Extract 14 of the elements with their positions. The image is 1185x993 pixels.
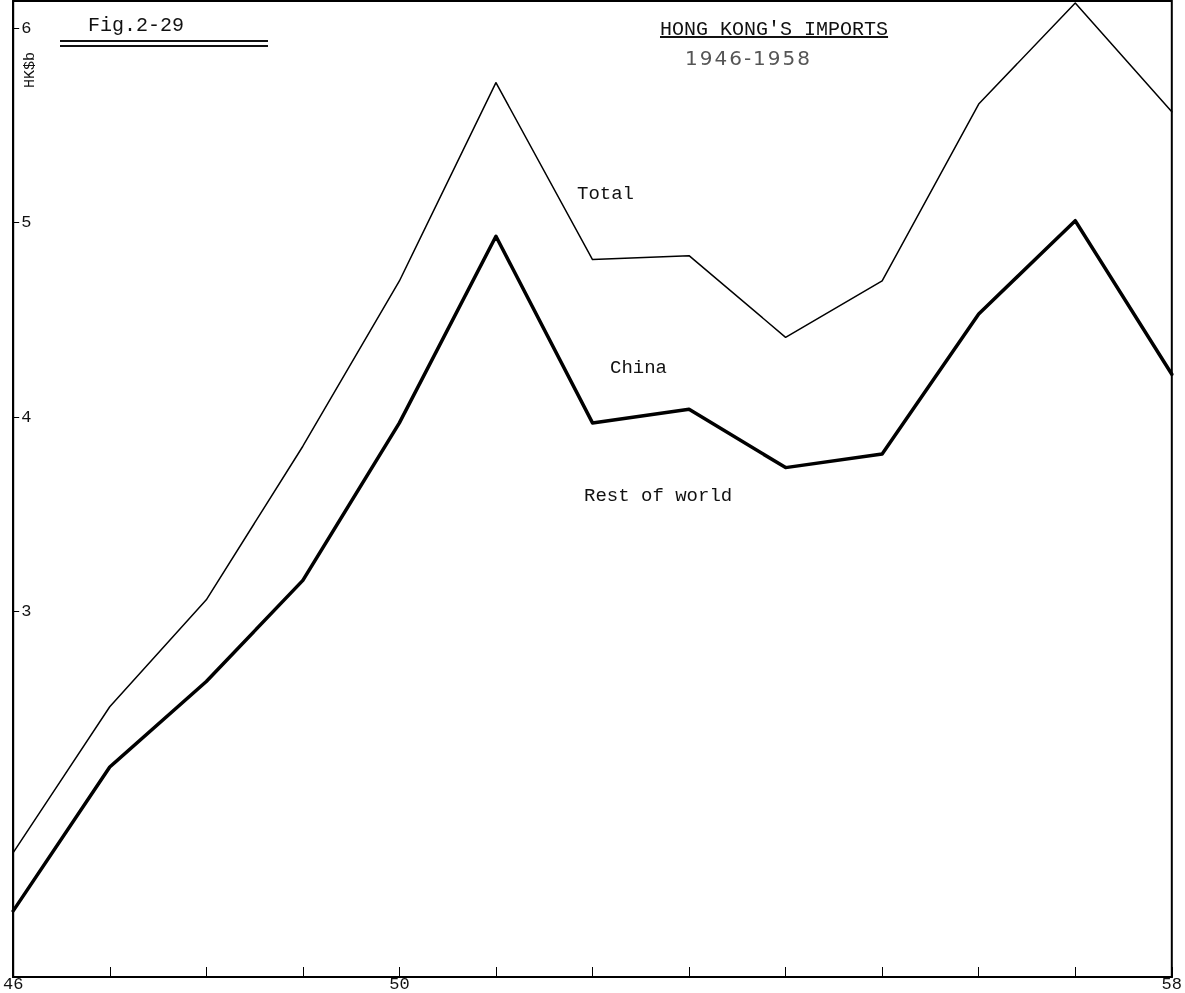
annotation: China (610, 357, 668, 379)
annotation: Fig.2-29 (88, 14, 185, 37)
y-tick-label: 3 (21, 601, 32, 621)
annotation: Rest of world (584, 485, 733, 507)
x-tick-label: 46 (3, 975, 24, 993)
x-tick-label: 58 (1161, 975, 1182, 993)
text: 1946-1958 (685, 46, 813, 70)
y-axis-title: HK$b (22, 51, 39, 88)
annotation: Total (577, 183, 635, 205)
y-tick-label: 6 (21, 18, 32, 38)
x-tick-label: 50 (389, 975, 410, 993)
text: HONG KONG'S IMPORTS (660, 18, 889, 41)
y-tick-label: 5 (21, 213, 32, 233)
y-tick-label: 4 (21, 407, 32, 427)
